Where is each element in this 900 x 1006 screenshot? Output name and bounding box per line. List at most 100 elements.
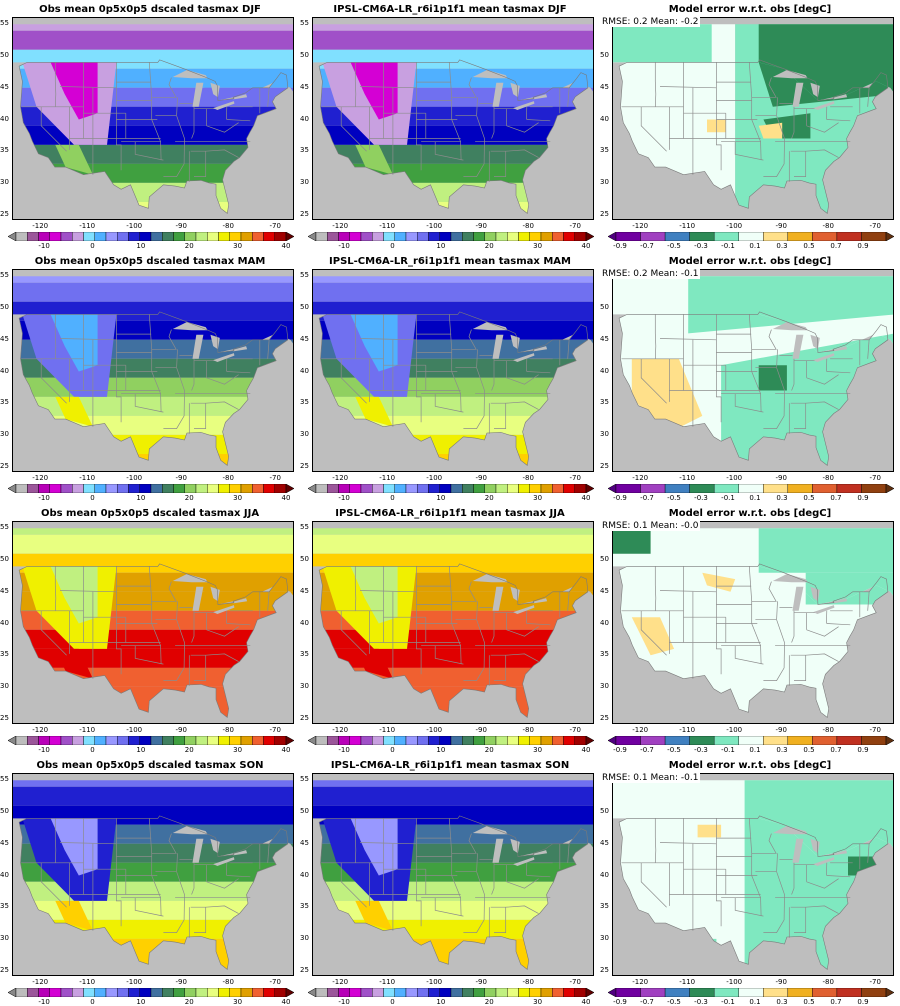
colorbar-tick-label: -0.9 [613, 242, 627, 250]
colorbar-swatch [241, 988, 252, 997]
lat-tick-label: 40 [600, 367, 609, 375]
lat-tick-label: 30 [0, 934, 9, 942]
lon-tick-label: -80 [822, 222, 833, 230]
lon-tick-label: -80 [522, 726, 533, 734]
colorbar-swatch [230, 988, 241, 997]
colorbar-swatch [861, 232, 886, 241]
colorbar-tick-label: 0 [90, 242, 94, 250]
lon-tick-label: -80 [822, 978, 833, 986]
colorbar-tick-label: 20 [485, 242, 494, 250]
colorbar-swatch [61, 988, 72, 997]
colorbar-tick-label: 40 [282, 746, 291, 754]
colorbar-tick-label: -0.7 [640, 242, 654, 250]
colorbar-swatch [252, 988, 263, 997]
field-region [13, 31, 294, 50]
colorbar-tick-label: -0.3 [694, 494, 708, 502]
colorbar-swatch [207, 232, 218, 241]
field-region [13, 18, 294, 31]
map-canvas [313, 270, 594, 472]
colorbar-swatch [788, 484, 813, 493]
colorbar-tick-label: 30 [533, 998, 542, 1006]
colorbar-tick-label: 0.1 [749, 242, 760, 250]
lat-tick-label: 30 [600, 934, 609, 942]
colorbar-tick-label: 0.7 [830, 494, 841, 502]
field-region [313, 270, 594, 283]
colorbar-tick-label: 0 [390, 242, 394, 250]
colorbar-swatch [474, 988, 485, 997]
colorbar-swatch [739, 232, 764, 241]
colorbar-swatch [174, 232, 185, 241]
colorbar-tick-label: 0 [390, 998, 394, 1006]
lat-tick-label: 45 [600, 839, 609, 847]
lon-tick-label: -80 [222, 726, 233, 734]
colorbar-high-arrow [286, 988, 294, 997]
lon-tick-label: -70 [269, 978, 280, 986]
map-canvas [13, 774, 294, 976]
field-region [313, 787, 594, 806]
lon-tick-label: -70 [569, 222, 580, 230]
map-frame [612, 773, 894, 976]
colorbar-high-arrow [286, 232, 294, 241]
colorbar-swatch [50, 736, 61, 745]
lon-tick-label: -70 [869, 978, 880, 986]
colorbar-swatch [641, 736, 666, 745]
lat-tick-label: 35 [0, 398, 9, 406]
field-region [313, 939, 594, 958]
colorbar-swatch [361, 988, 372, 997]
map-frame [312, 269, 594, 472]
colorbar-high-arrow [886, 988, 894, 997]
colorbar-swatch [174, 736, 185, 745]
colorbar-swatch [84, 736, 95, 745]
lon-tick-label: -100 [726, 978, 742, 986]
temp-colorbar [308, 736, 594, 745]
colorbar-swatch [451, 736, 462, 745]
lat-tick-label: 25 [300, 210, 309, 218]
map-canvas [613, 522, 894, 724]
map-frame [312, 521, 594, 724]
lon-tick-label: -90 [175, 726, 186, 734]
temp-colorbar [308, 988, 594, 997]
colorbar-swatch [507, 736, 518, 745]
colorbar-tick-label: 20 [185, 242, 194, 250]
colorbar-swatch [230, 484, 241, 493]
lon-tick-label: -120 [32, 222, 48, 230]
field-region [669, 939, 716, 976]
colorbar-swatch [106, 484, 117, 493]
colorbar-swatch [39, 484, 50, 493]
map-panel-djf-err: Model error w.r.t. obs [degC]RMSE: 0.2 M… [600, 0, 900, 250]
colorbar-swatch [95, 232, 106, 241]
field-region [313, 202, 594, 220]
panel-title: Obs mean 0p5x0p5 dscaled tasmax JJA [0, 508, 300, 519]
colorbar-swatch [327, 736, 338, 745]
colorbar-swatch [406, 484, 417, 493]
lat-tick-label: 30 [600, 430, 609, 438]
colorbar-tick-label: -0.5 [667, 494, 681, 502]
lat-tick-label: 40 [300, 367, 309, 375]
map-canvas [13, 522, 294, 724]
colorbar-swatch [84, 484, 95, 493]
lon-tick-label: -100 [426, 978, 442, 986]
colorbar-swatch [140, 232, 151, 241]
field-region [669, 939, 716, 976]
colorbar-swatch [616, 484, 641, 493]
colorbar-swatch [440, 484, 451, 493]
colorbar-low-arrow [8, 736, 16, 745]
colorbar-tick-label: 40 [582, 998, 591, 1006]
lon-tick-label: -110 [679, 726, 695, 734]
colorbar-tick-label: -0.9 [613, 746, 627, 754]
temp-colorbar [308, 232, 594, 241]
colorbar-swatch [641, 232, 666, 241]
colorbar-swatch [350, 484, 361, 493]
colorbar-swatch [27, 232, 38, 241]
colorbar-swatch [372, 736, 383, 745]
lat-tick-label: 35 [300, 650, 309, 658]
lon-tick-label: -100 [726, 474, 742, 482]
colorbar-tick-label: -0.3 [694, 998, 708, 1006]
lon-tick-label: -90 [775, 222, 786, 230]
lon-tick-label: -110 [679, 222, 695, 230]
colorbar-tick-label: 0.1 [749, 494, 760, 502]
lon-tick-label: -90 [475, 222, 486, 230]
lon-tick-label: -110 [79, 978, 95, 986]
field-region [13, 787, 294, 806]
